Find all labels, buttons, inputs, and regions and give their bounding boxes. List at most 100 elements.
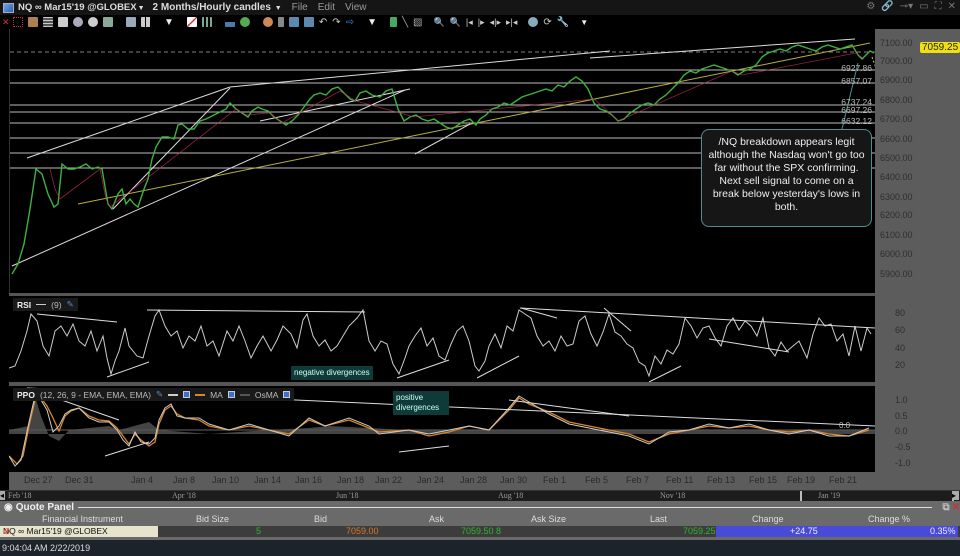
col-bid[interactable]: Bid <box>314 514 328 524</box>
price-tick: 7000.00 <box>880 56 913 66</box>
close-icon[interactable]: ✕ <box>951 502 960 513</box>
wrench-icon[interactable]: 🔧 <box>556 16 570 28</box>
chart-icon[interactable] <box>126 17 136 27</box>
level-label: 6927.86 <box>841 63 872 73</box>
change-value: +24.75 <box>790 526 818 536</box>
osma-visible-checkbox[interactable] <box>283 391 291 398</box>
settings-icon[interactable]: ✎ <box>66 299 74 309</box>
price-tick: 7100.00 <box>880 38 913 48</box>
pin-icon[interactable]: ⊸▾ <box>899 1 914 12</box>
text-2-icon[interactable] <box>303 17 314 27</box>
dropdown-icon[interactable]: ▼ <box>580 17 589 27</box>
minimize-icon[interactable]: ▭ <box>919 1 929 12</box>
pen-icon[interactable] <box>277 17 284 27</box>
col-last[interactable]: Last <box>650 514 668 524</box>
level-label: 6737.24 <box>841 97 872 107</box>
time-label: Dec 31 <box>65 475 94 485</box>
ppo-panel[interactable]: PPO (12, 26, 9 - EMA, EMA, EMA) ✎ MA OsM… <box>9 386 875 472</box>
expand-icon[interactable]: ◂|▸ <box>489 16 501 27</box>
menu-file[interactable]: File <box>291 2 308 13</box>
caret-down-icon: ▼ <box>274 5 282 12</box>
collapse-icon[interactable]: ◉ <box>4 502 13 513</box>
price-tick: 6300.00 <box>880 192 913 202</box>
maximize-icon[interactable]: ⛶ <box>934 1 942 12</box>
caret-down-icon: ▼ <box>137 5 145 12</box>
quote-panel-header[interactable]: ◉ Quote Panel ⧉ ✕ <box>0 501 960 514</box>
target-icon[interactable] <box>262 17 273 27</box>
lines-icon[interactable]: ▧ <box>413 16 423 28</box>
rsi-legend: RSI (9) ✎ <box>13 298 78 311</box>
time-label: Feb 7 <box>626 475 650 485</box>
draw-icon[interactable] <box>186 17 197 27</box>
instrument-cell[interactable]: NQ ∞ Mar15'19 @GLOBEX ⊗ <box>0 526 158 537</box>
time-axis[interactable]: Dec 27 Dec 31 Jan 4 Jan 8 Jan 10 Jan 14 … <box>9 472 875 490</box>
pointer-icon[interactable] <box>28 17 38 27</box>
door-icon[interactable] <box>389 17 397 27</box>
col-change[interactable]: Change <box>752 514 784 524</box>
gear-icon[interactable]: ⚙ <box>866 1 876 12</box>
navigator-window-handle[interactable] <box>800 491 954 501</box>
circle-icon[interactable] <box>88 17 98 27</box>
time-label: Jan 28 <box>460 475 488 485</box>
remove-icon[interactable]: ⊗ <box>3 526 11 536</box>
scroll-left-icon[interactable]: |◂ <box>465 16 473 27</box>
bars-icon[interactable] <box>201 17 212 27</box>
col-change-pct[interactable]: Change % <box>868 514 911 524</box>
triangle-down-icon[interactable]: ▼ <box>367 16 377 28</box>
ma-label: MA <box>210 389 223 400</box>
image-icon[interactable] <box>103 17 113 27</box>
period-selector[interactable]: 2 Months/Hourly candles ▼ <box>153 2 282 13</box>
time-label: Jan 16 <box>295 475 323 485</box>
print-icon[interactable] <box>58 17 68 27</box>
area-icon[interactable] <box>224 17 235 27</box>
price-axis[interactable]: 7100.00 7000.00 6900.00 6800.00 6700.00 … <box>875 29 960 491</box>
osma-label: OsMA <box>254 389 279 400</box>
level-label: 6632.12 <box>841 116 872 126</box>
level-label: 6697.26 <box>841 105 872 115</box>
zoom-out-icon[interactable]: 🔍 <box>449 16 461 27</box>
col-ask[interactable]: Ask <box>429 514 445 524</box>
zoom-in-icon[interactable]: 🔍 <box>433 16 445 27</box>
line-icon[interactable]: ╲ <box>401 16 409 28</box>
palette-icon[interactable] <box>528 17 539 27</box>
menu-edit[interactable]: Edit <box>317 2 335 13</box>
panel-splitter[interactable] <box>9 293 875 297</box>
ppo-tick: -0.5 <box>895 442 911 452</box>
settings-icon[interactable]: ✎ <box>155 389 164 399</box>
link-icon[interactable]: 🔗 <box>881 1 894 12</box>
crosshair-icon[interactable] <box>13 17 23 27</box>
quote-table-header: Financial Instrument Bid Size Bid Ask As… <box>0 514 960 526</box>
close-icon[interactable]: ✕ <box>2 17 10 27</box>
positive-divergences-label: positive divergences <box>393 391 449 415</box>
col-instrument[interactable]: Financial Instrument <box>42 514 124 524</box>
rsi-panel[interactable]: RSI (9) ✎ negative divergences <box>9 296 875 382</box>
refresh-icon[interactable] <box>73 17 83 27</box>
time-navigator[interactable]: ◂ Feb '18 Apr '18 Jun '18 Aug '18 Nov '1… <box>0 490 960 501</box>
text-icon[interactable] <box>288 17 299 27</box>
record-icon[interactable] <box>239 17 250 27</box>
scroll-right-button[interactable]: ▸ <box>952 491 959 500</box>
col-ask-size[interactable]: Ask Size <box>531 514 567 524</box>
price-tick: 6800.00 <box>880 95 913 105</box>
menu-view[interactable]: View <box>344 2 367 13</box>
ma-visible-checkbox[interactable] <box>227 391 235 398</box>
col-bid-size[interactable]: Bid Size <box>196 514 230 524</box>
panel-splitter[interactable] <box>9 382 875 386</box>
ppo-visible-checkbox[interactable] <box>183 391 191 398</box>
compress-icon[interactable]: ▸|◂ <box>506 16 518 27</box>
rsi-tick: 40 <box>895 343 906 353</box>
scroll-left-button[interactable]: ◂ <box>0 491 5 500</box>
redo-icon[interactable]: ↷ <box>332 16 341 28</box>
grid-icon[interactable] <box>43 17 53 27</box>
undo-icon[interactable]: ↶ <box>318 16 328 28</box>
scroll-right-icon[interactable]: |▸ <box>477 16 485 27</box>
triangle-down-icon[interactable]: ▼ <box>164 16 174 28</box>
layout-icon[interactable] <box>141 17 151 27</box>
detach-icon[interactable]: ⧉ <box>942 502 950 513</box>
price-tick: 6600.00 <box>880 134 913 144</box>
quote-row[interactable]: NQ ∞ Mar15'19 @GLOBEX ⊗ 5 7059.00 7059.5… <box>0 526 960 537</box>
close-icon[interactable]: ✕ <box>947 1 956 12</box>
arrow-right-icon[interactable]: ⇨ <box>345 16 355 28</box>
symbol-selector[interactable]: NQ ∞ Mar15'19 @GLOBEX▼ <box>18 2 145 13</box>
sync-icon[interactable]: ⟳ <box>543 16 552 28</box>
